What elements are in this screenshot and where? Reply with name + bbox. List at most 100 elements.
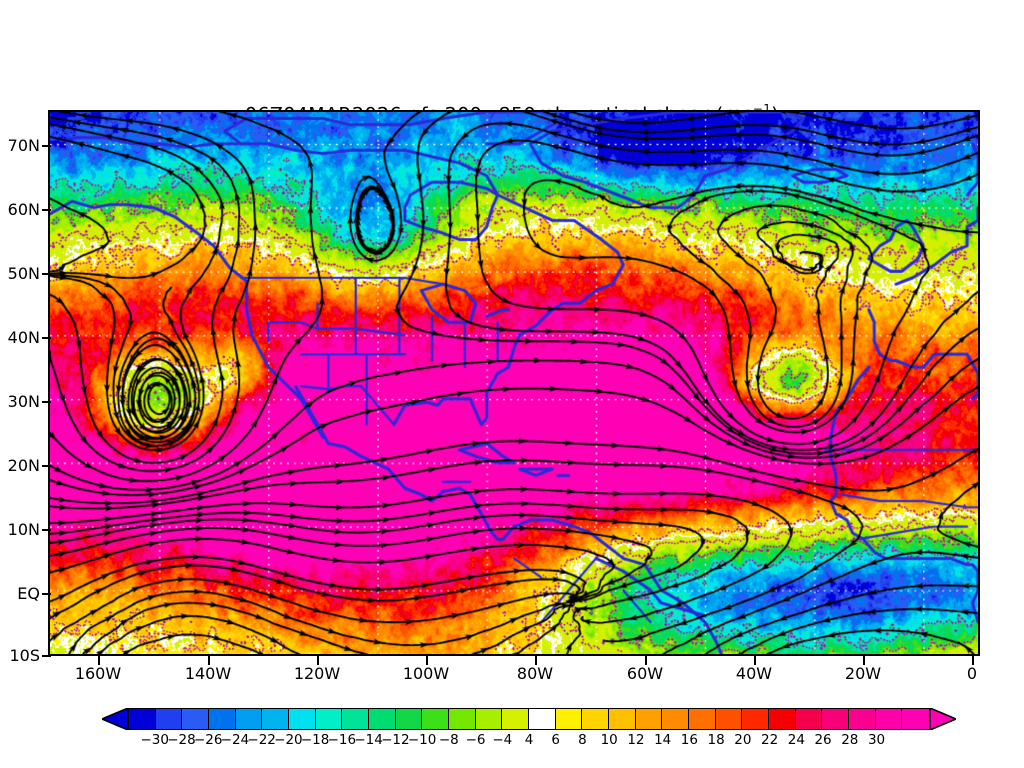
colorbar-swatch[interactable] — [529, 709, 556, 729]
latitude-tick-mark — [42, 145, 51, 147]
colorbar-tick-label: −28 — [167, 732, 196, 748]
latitude-tick-label: 10S — [9, 646, 40, 665]
colorbar-swatch[interactable] — [822, 709, 850, 729]
colorbar-tick-label: 22 — [761, 732, 779, 748]
colorbar-tick-label: −24 — [220, 732, 250, 748]
colorbar-swatch[interactable] — [742, 709, 770, 729]
longitude-tick-label: 100W — [402, 664, 450, 683]
longitude-tick-label: 0 — [966, 664, 978, 683]
colorbar-swatch[interactable] — [129, 709, 156, 729]
colorbar-tick-label: 26 — [814, 732, 832, 748]
latitude-tick-label: EQ — [17, 584, 40, 603]
longitude-tick-mark — [863, 656, 865, 665]
colorbar-swatch[interactable] — [289, 709, 316, 729]
colorbar-swatch[interactable] — [262, 709, 290, 729]
colorbar-swatch[interactable] — [422, 709, 450, 729]
colorbar-tick-label: 6 — [551, 732, 561, 748]
colorbar-tick-label: 18 — [707, 732, 725, 748]
colorbar-tick-label: 10 — [600, 732, 618, 748]
colorbar-swatch[interactable] — [849, 709, 876, 729]
colorbar-swatch[interactable] — [182, 709, 210, 729]
colorbar-tick-label: 14 — [654, 732, 672, 748]
colorbar-tick-label: 20 — [734, 732, 752, 748]
colorbar-swatch[interactable] — [342, 709, 370, 729]
colorbar-swatch[interactable] — [875, 709, 903, 729]
colorbar-swatch[interactable] — [235, 709, 263, 729]
colorbar-swatch[interactable] — [395, 709, 423, 729]
colorbar-tick-label: −6 — [465, 732, 486, 748]
colorbar-swatch[interactable] — [555, 709, 583, 729]
colorbar-tick-label: 30 — [867, 732, 886, 748]
colorbar-tick-label: −12 — [381, 732, 410, 748]
colorbar-tick-label: 4 — [524, 732, 534, 748]
longitude-tick-mark — [754, 656, 756, 665]
colorbar-tick-label: 24 — [787, 732, 805, 748]
longitude-tick-mark — [208, 656, 210, 665]
longitude-tick-label: 60W — [626, 664, 664, 683]
latitude-tick-mark — [42, 337, 51, 339]
latitude-tick-mark — [42, 529, 51, 531]
longitude-tick-mark — [535, 656, 537, 665]
colorbar-swatch[interactable] — [475, 709, 503, 729]
colorbar-tick-label: 12 — [627, 732, 645, 748]
longitude-tick-mark — [972, 656, 974, 665]
longitude-tick-label: 20W — [844, 664, 882, 683]
colorbar-tick-label: −22 — [247, 732, 276, 748]
colorbar-under-arrow — [102, 708, 128, 730]
longitude-tick-label: 160W — [74, 664, 122, 683]
colorbar-swatch[interactable] — [449, 709, 476, 729]
colorbar-over-arrow — [930, 708, 956, 730]
colorbar-swatch[interactable] — [209, 709, 236, 729]
colorbar-tick-label: −10 — [407, 732, 437, 748]
colorbar-tick-label: −20 — [274, 732, 303, 748]
latitude-tick-mark — [42, 655, 51, 657]
colorbar-swatch[interactable] — [609, 709, 636, 729]
colorbar-swatch[interactable] — [769, 709, 796, 729]
colorbar-tick-label: −30 — [140, 732, 169, 748]
colorbar-tick-label: −8 — [438, 732, 459, 748]
latitude-tick-label: 70N — [7, 136, 40, 155]
latitude-tick-label: 10N — [7, 520, 40, 539]
colorbar-swatch[interactable] — [369, 709, 396, 729]
latitude-tick-label: 20N — [7, 456, 40, 475]
colorbar[interactable]: −30 −28 −26 −24 −22 −20 −18 −16 −14 −12 −10 −8 −6 −4 4… — [0, 700, 1024, 760]
colorbar-tick-label: −16 — [327, 732, 357, 748]
colorbar-swatches[interactable] — [128, 708, 930, 730]
latitude-tick-label: 40N — [7, 328, 40, 347]
colorbar-swatch[interactable] — [715, 709, 743, 729]
longitude-tick-label: 80W — [516, 664, 554, 683]
latitude-tick-mark — [42, 273, 51, 275]
colorbar-swatch[interactable] — [902, 709, 930, 729]
longitude-tick-label: 40W — [735, 664, 773, 683]
longitude-tick-label: 120W — [293, 664, 341, 683]
latitude-tick-mark — [42, 209, 51, 211]
longitude-tick-mark — [98, 656, 100, 665]
colorbar-tick-label: 16 — [680, 732, 698, 748]
longitude-tick-mark — [426, 656, 428, 665]
colorbar-tick-label: 28 — [841, 732, 859, 748]
longitude-tick-label: 140W — [184, 664, 232, 683]
colorbar-swatch[interactable] — [502, 709, 530, 729]
colorbar-tick-labels: −30 −28 −26 −24 −22 −20 −18 −16 −14 −12 −10 −8 −6 −4 4… — [0, 732, 1024, 754]
colorbar-swatch[interactable] — [795, 709, 823, 729]
colorbar-swatch[interactable] — [635, 709, 663, 729]
latitude-tick-label: 50N — [7, 264, 40, 283]
colorbar-tick-label: −26 — [193, 732, 223, 748]
colorbar-swatch[interactable] — [662, 709, 690, 729]
colorbar-swatch[interactable] — [582, 709, 610, 729]
latitude-tick-mark — [42, 465, 51, 467]
longitude-tick-mark — [645, 656, 647, 665]
shear-map-canvas[interactable] — [50, 112, 978, 654]
colorbar-tick-label: 8 — [578, 732, 587, 748]
latitude-tick-mark — [42, 401, 51, 403]
latitude-tick-label: 60N — [7, 200, 40, 219]
colorbar-tick-label: −18 — [300, 732, 330, 748]
latitude-tick-mark — [42, 593, 51, 595]
colorbar-tick-label: −14 — [354, 732, 383, 748]
colorbar-swatch[interactable] — [155, 709, 183, 729]
colorbar-swatch[interactable] — [689, 709, 716, 729]
colorbar-swatch[interactable] — [315, 709, 343, 729]
map-plot-area[interactable] — [48, 110, 980, 656]
latitude-tick-label: 30N — [7, 392, 40, 411]
